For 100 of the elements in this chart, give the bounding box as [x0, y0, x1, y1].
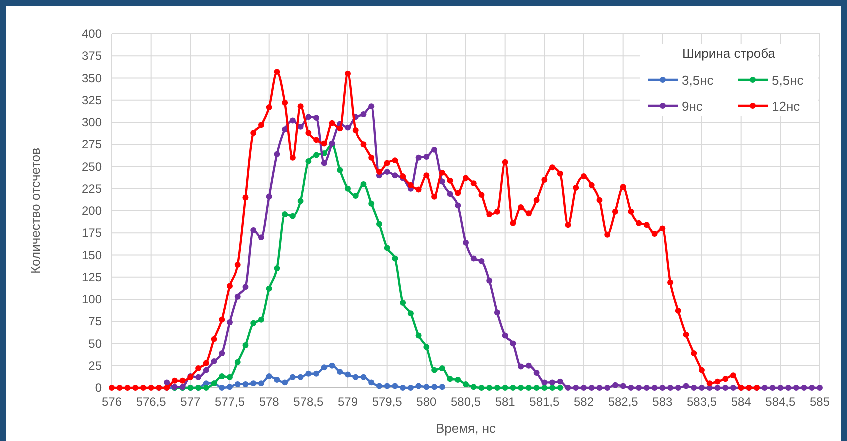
y-tick-label: 325 [82, 93, 102, 108]
y-tick-label: 225 [82, 182, 102, 196]
x-tick-label: 583 [652, 395, 673, 409]
point [345, 372, 351, 378]
point [416, 383, 422, 390]
point [345, 186, 351, 192]
y-tick-label: 50 [88, 336, 102, 351]
point [376, 383, 382, 390]
x-tick-label: 580 [416, 395, 437, 409]
point [432, 384, 438, 390]
legend-label: 3,5нс [682, 73, 714, 88]
x-tick-label: 578,5 [294, 395, 324, 409]
point [470, 384, 477, 390]
point [534, 385, 540, 391]
point [258, 380, 264, 387]
legend-label: 12нс [772, 99, 801, 114]
point [400, 385, 406, 391]
point [242, 342, 249, 348]
point [203, 385, 210, 391]
x-tick-label: 578 [259, 395, 280, 409]
point [227, 384, 233, 390]
point [416, 332, 422, 339]
point [227, 374, 233, 380]
point [266, 374, 272, 380]
x-tick-label: 577 [180, 395, 201, 409]
point [455, 377, 462, 384]
y-tick-label: 75 [88, 314, 102, 329]
point [234, 359, 241, 366]
point [266, 286, 272, 292]
x-axis-title: Время, нс [436, 421, 497, 436]
point [306, 158, 312, 164]
point [274, 377, 280, 384]
point [447, 376, 454, 382]
point [518, 385, 524, 391]
point [352, 374, 359, 380]
y-tick-label: 200 [82, 204, 102, 218]
x-tick-label: 584,5 [766, 395, 796, 409]
point [408, 385, 414, 391]
point [400, 300, 406, 306]
point [306, 370, 312, 377]
x-tick-label: 576,5 [136, 395, 167, 409]
point [384, 245, 390, 252]
x-tick-label: 583,5 [686, 395, 718, 409]
point [258, 316, 264, 323]
point [392, 256, 398, 262]
point [432, 367, 438, 374]
point [234, 381, 241, 388]
point [542, 385, 548, 391]
legend-label: 9нс [682, 99, 704, 114]
point [557, 385, 564, 391]
y-tick-label: 350 [82, 71, 102, 86]
point [368, 200, 375, 207]
point [384, 383, 390, 390]
x-tick-label: 577,5 [214, 395, 246, 409]
point [219, 374, 226, 380]
y-tick-label: 0 [95, 381, 102, 395]
point [392, 383, 398, 390]
y-tick-label: 375 [82, 49, 102, 64]
point [408, 310, 414, 317]
point [274, 266, 280, 272]
point [352, 192, 359, 199]
point [219, 385, 226, 391]
y-tick-label: 100 [82, 292, 102, 306]
y-tick-label: 250 [82, 160, 102, 174]
x-tick-label: 582 [574, 395, 594, 409]
y-tick-label: 150 [82, 248, 102, 262]
point [337, 167, 344, 174]
point [494, 385, 500, 391]
point [298, 198, 304, 204]
legend-label: 5,5нс [772, 73, 804, 88]
point [424, 384, 430, 390]
point [250, 380, 257, 387]
x-tick-label: 584 [731, 395, 752, 409]
point [314, 152, 320, 158]
point [298, 374, 304, 380]
y-axis-title: Количество отсчетов [28, 148, 43, 274]
y-tick-label: 400 [82, 27, 102, 41]
point [478, 385, 485, 391]
x-tick-label: 579,5 [372, 395, 403, 409]
x-tick-label: 585 [810, 395, 830, 409]
x-tick-label: 581,5 [530, 395, 560, 409]
point [463, 381, 469, 388]
point [439, 366, 446, 372]
point [329, 362, 336, 369]
point [526, 385, 532, 391]
point [290, 374, 296, 380]
y-tick-label: 25 [88, 358, 102, 373]
point [337, 369, 344, 376]
x-tick-label: 579 [338, 395, 358, 409]
x-tick-label: 580,5 [450, 395, 482, 409]
point [321, 364, 328, 371]
x-tick-label: 582,5 [608, 395, 639, 409]
point [250, 320, 257, 326]
point [360, 181, 367, 188]
point [439, 384, 446, 390]
point [376, 221, 382, 228]
point [368, 380, 375, 386]
y-tick-label: 175 [82, 226, 102, 240]
point [290, 213, 296, 220]
point [550, 385, 556, 391]
